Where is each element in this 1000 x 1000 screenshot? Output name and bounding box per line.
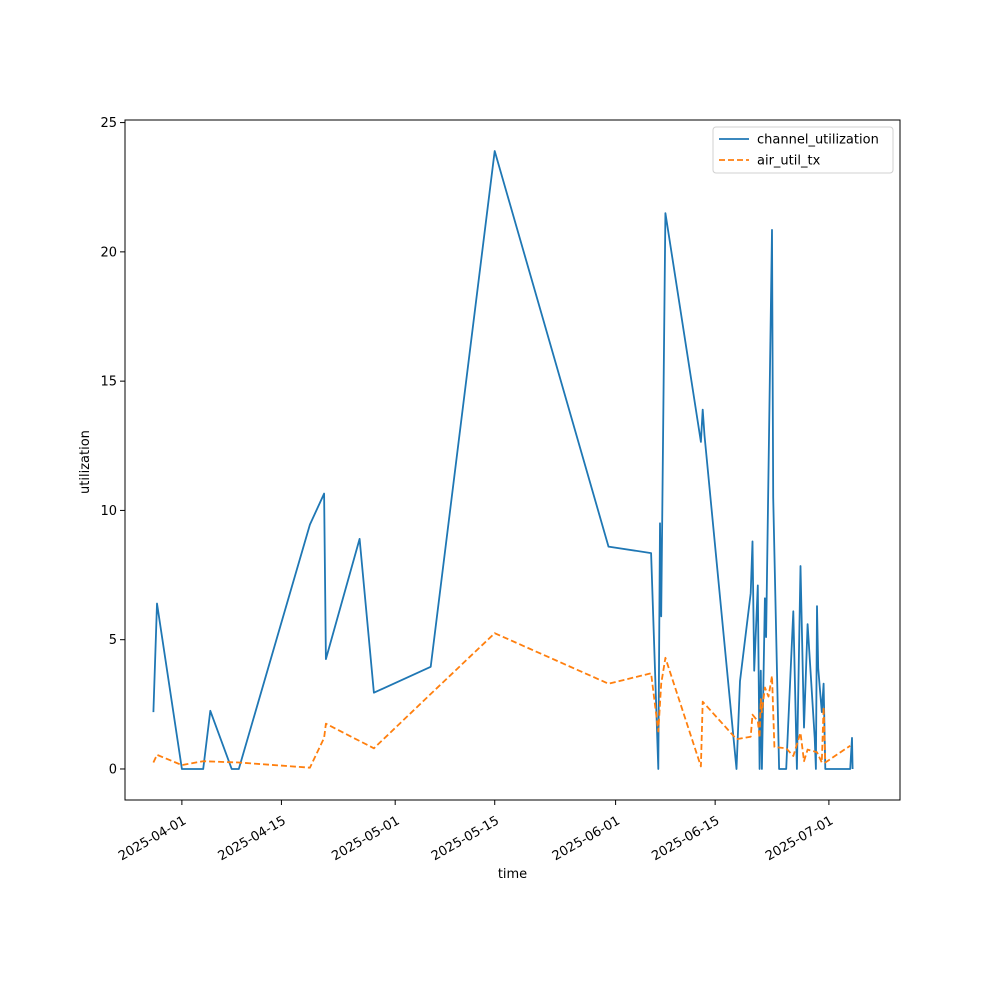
x-axis: 2025-04-01 2025-04-15 2025-05-01 2025-05-15… (116, 800, 836, 864)
series-line-air-util-tx (152, 632, 851, 769)
legend: channel_utilization air_util_tx (712, 126, 894, 174)
x-tick-label: 2025-06-01 (550, 813, 623, 864)
legend-entry-channel-utilization: channel_utilization (757, 133, 879, 148)
legend-box (712, 126, 894, 174)
x-tick-label: 2025-04-15 (216, 813, 289, 864)
axes-frame (124, 119, 901, 801)
x-tick-label: 2025-06-15 (649, 813, 722, 864)
plot-area (124, 119, 901, 801)
y-axis: 0 5 10 15 20 25 (100, 116, 125, 777)
x-tick-label: 2025-04-01 (116, 813, 189, 864)
legend-entry-air-util-tx: air_util_tx (757, 154, 821, 169)
series-layer (152, 150, 854, 770)
y-tick-label: 25 (100, 116, 117, 131)
y-axis-label: utilization (78, 430, 93, 494)
y-tick-label: 10 (100, 504, 117, 519)
x-tick-label: 2025-05-15 (429, 813, 502, 864)
x-tick-label: 2025-07-01 (763, 813, 836, 864)
y-tick-label: 15 (100, 375, 117, 390)
x-tick-label: 2025-05-01 (329, 813, 402, 864)
series-line-channel-utilization (152, 150, 854, 770)
y-tick-label: 20 (100, 245, 117, 260)
y-tick-label: 5 (109, 633, 117, 648)
y-tick-label: 0 (109, 762, 117, 777)
x-axis-label: time (498, 867, 527, 882)
